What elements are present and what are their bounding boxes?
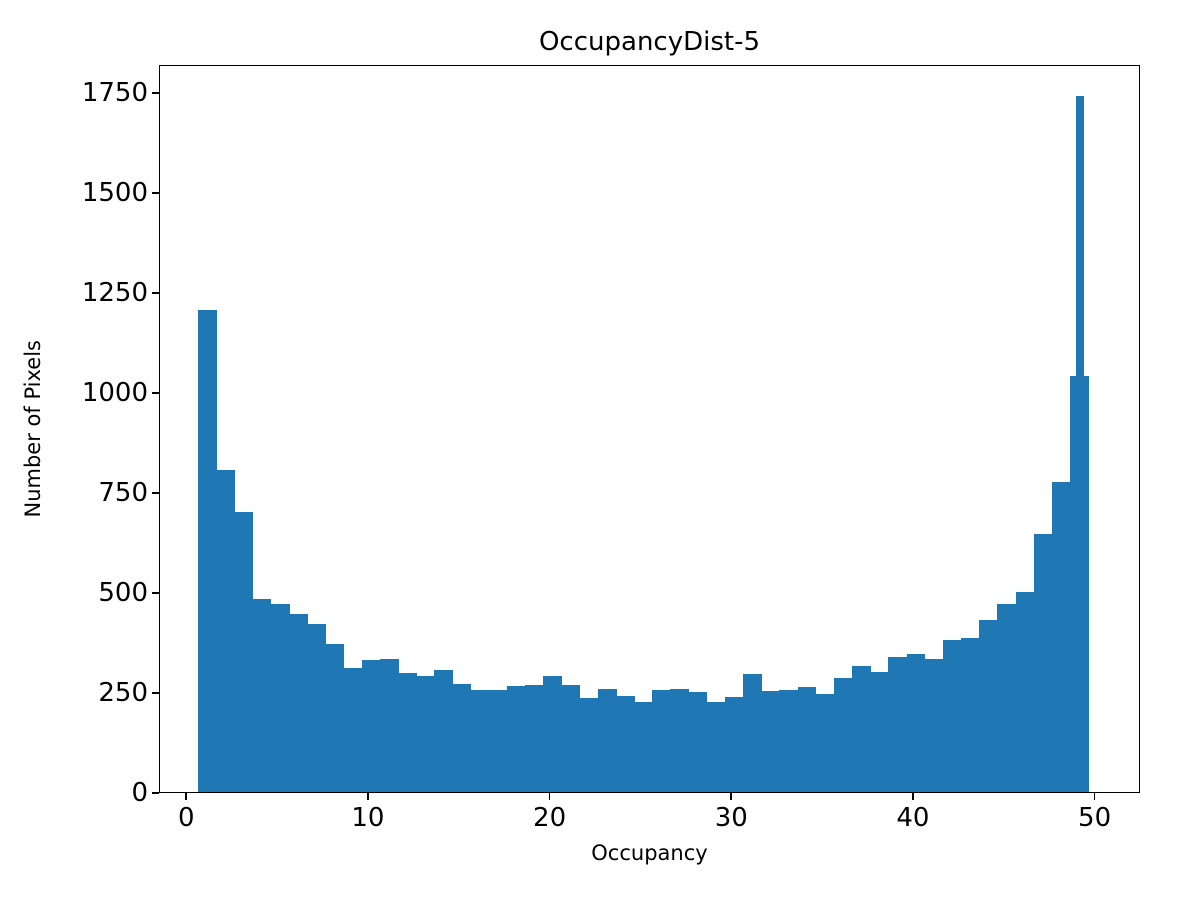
histogram-bar — [506, 686, 526, 792]
histogram-bar — [288, 614, 308, 792]
histogram-bar — [416, 676, 435, 792]
y-tick-mark — [152, 192, 159, 194]
chart-title: OccupancyDist-5 — [538, 27, 761, 57]
histogram-bar — [270, 604, 290, 792]
y-tick-label: 1250 — [81, 278, 148, 308]
histogram-bar — [252, 598, 272, 792]
histogram-bar — [597, 688, 617, 792]
histogram-bar — [724, 696, 744, 792]
histogram-bar — [579, 698, 599, 792]
plot-area — [159, 65, 1140, 793]
y-tick-label: 500 — [98, 578, 148, 608]
x-tick-mark — [367, 793, 369, 800]
histogram-bar — [870, 672, 890, 792]
x-tick-label: 50 — [1078, 803, 1112, 833]
histogram-bar — [961, 638, 980, 792]
histogram-bar — [1015, 592, 1035, 792]
histogram-bar — [743, 674, 762, 792]
histogram-bar — [852, 666, 871, 792]
y-tick-mark — [152, 792, 159, 794]
histogram-bar — [488, 690, 508, 792]
histogram-bar — [815, 694, 835, 792]
histogram-bar — [1075, 96, 1084, 792]
histogram-bar — [198, 310, 217, 792]
histogram-bar — [434, 670, 454, 792]
y-tick-mark — [152, 292, 159, 294]
histogram-bar — [670, 688, 690, 792]
histogram-bar — [888, 656, 908, 792]
histogram-bar — [325, 644, 345, 792]
histogram-bar — [379, 659, 399, 792]
histogram-bar — [1033, 534, 1053, 792]
y-tick-label: 750 — [98, 478, 148, 508]
histogram-bar — [797, 687, 817, 792]
histogram-bar — [906, 654, 926, 792]
histogram-bar — [615, 696, 635, 792]
histogram-bar — [216, 470, 236, 792]
histogram-bar — [779, 690, 799, 792]
y-tick-label: 1000 — [81, 378, 148, 408]
y-tick-label: 1500 — [81, 178, 148, 208]
histogram-bar — [833, 678, 853, 792]
x-tick-label: 40 — [896, 803, 930, 833]
histogram-bar — [652, 690, 672, 792]
histogram-bars — [160, 66, 1139, 792]
x-tick-mark — [912, 793, 914, 800]
x-tick-mark — [730, 793, 733, 800]
histogram-bar — [688, 692, 708, 792]
y-tick-mark — [152, 592, 159, 594]
histogram-bar — [706, 702, 726, 792]
histogram-bar — [543, 676, 563, 792]
histogram-bar — [942, 640, 962, 792]
y-tick-mark — [152, 392, 159, 394]
histogram-bar — [234, 512, 254, 792]
y-tick-label: 250 — [98, 678, 148, 708]
y-tick-mark — [152, 492, 159, 494]
histogram-bar — [997, 604, 1017, 792]
y-tick-mark — [152, 692, 159, 694]
histogram-bar — [924, 659, 944, 792]
x-tick-mark — [1093, 793, 1096, 800]
histogram-bar — [452, 684, 472, 792]
x-tick-label: 30 — [714, 803, 748, 833]
histogram-bar — [397, 673, 417, 792]
histogram-bar — [1051, 482, 1071, 792]
histogram-bar — [634, 702, 653, 792]
y-tick-label: 1750 — [81, 78, 148, 108]
x-tick-mark — [548, 793, 551, 800]
histogram-bar — [761, 690, 781, 792]
histogram-bar — [470, 690, 490, 792]
x-axis-label: Occupancy — [591, 841, 708, 865]
x-tick-mark — [185, 793, 188, 800]
x-tick-label: 10 — [351, 803, 385, 833]
histogram-bar — [307, 624, 326, 792]
histogram-bar — [343, 668, 363, 792]
x-tick-label: 0 — [177, 803, 195, 833]
histogram-bar — [361, 660, 381, 792]
y-tick-label: 0 — [131, 778, 148, 808]
histogram-bar — [525, 684, 544, 792]
x-tick-label: 20 — [533, 803, 567, 833]
histogram-bar — [979, 620, 999, 792]
y-tick-mark — [152, 92, 159, 94]
histogram-bar — [561, 684, 581, 792]
